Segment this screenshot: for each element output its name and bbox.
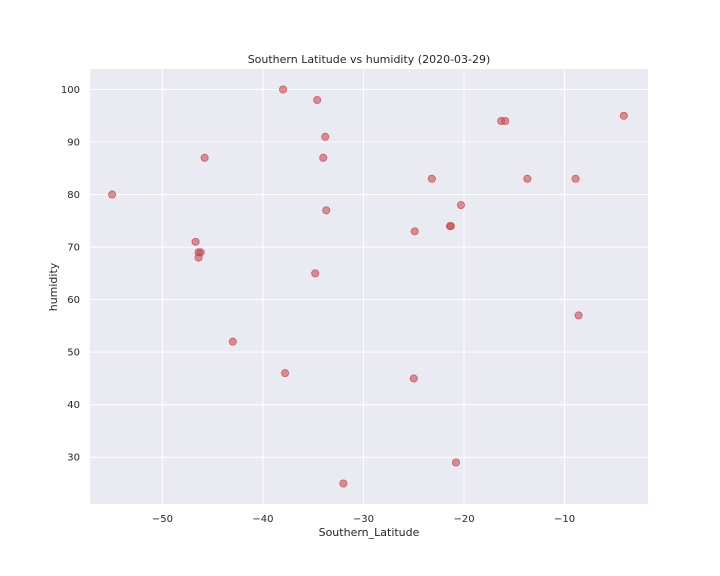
data-point [451, 458, 460, 467]
data-point [200, 153, 209, 162]
chart-title: Southern Latitude vs humidity (2020-03-2… [248, 53, 491, 66]
y-tick-label: 30 [67, 453, 80, 464]
plot-background [90, 69, 648, 504]
data-point [574, 311, 583, 320]
data-point [571, 174, 580, 183]
data-point [456, 201, 465, 210]
x-tick-label: −40 [252, 514, 273, 525]
data-point [319, 153, 328, 162]
y-tick-labels: 30 40 50 60 70 80 90 100 [61, 85, 80, 464]
x-tick-labels: −50 −40 −30 −20 −10 [152, 514, 575, 525]
data-points [108, 85, 628, 488]
x-axis-label: Southern_Latitude [319, 526, 420, 539]
data-point [311, 269, 320, 278]
y-tick-label: 50 [67, 348, 80, 359]
data-point [501, 117, 510, 126]
data-point [322, 206, 331, 215]
data-point [523, 174, 532, 183]
y-tick-label: 90 [67, 138, 80, 149]
data-point [339, 479, 348, 488]
data-point [313, 95, 322, 104]
data-point [410, 227, 419, 236]
y-axis-label: humidity [47, 262, 60, 311]
y-tick-label: 100 [61, 85, 80, 96]
data-point [108, 190, 117, 199]
x-tick-label: −30 [353, 514, 374, 525]
y-tick-label: 70 [67, 243, 80, 254]
y-tick-label: 40 [67, 400, 80, 411]
data-point [191, 237, 200, 246]
y-tick-label: 60 [67, 295, 80, 306]
data-point [427, 174, 436, 183]
data-point [321, 132, 330, 141]
data-point [619, 111, 628, 120]
data-point [194, 253, 203, 262]
x-tick-label: −20 [453, 514, 474, 525]
data-point [409, 374, 418, 383]
grid-lines [90, 69, 648, 504]
data-point [279, 85, 288, 94]
data-point [281, 369, 290, 378]
data-point [446, 222, 455, 231]
data-point [228, 337, 237, 346]
x-tick-label: −50 [152, 514, 173, 525]
y-tick-label: 80 [67, 190, 80, 201]
x-tick-label: −10 [554, 514, 575, 525]
